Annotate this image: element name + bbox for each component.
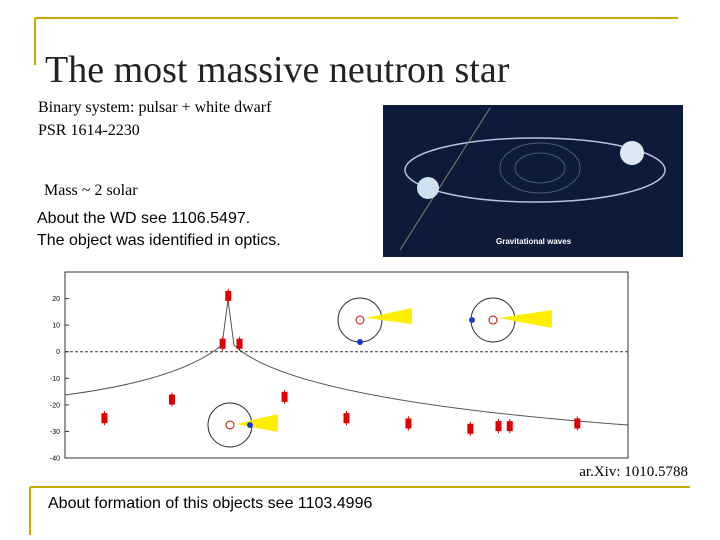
inset-pulsar <box>225 420 235 430</box>
inset-wd <box>247 422 253 428</box>
inset-wd <box>357 339 363 345</box>
data-point <box>168 394 175 405</box>
y-tick-label: -30 <box>50 429 60 436</box>
illustration-label: Gravitational waves <box>496 237 572 246</box>
data-point <box>405 418 412 429</box>
y-tick-label: 0 <box>56 349 60 356</box>
title: The most massive neutron star <box>45 49 510 91</box>
data-point <box>219 338 226 349</box>
wave <box>514 152 566 184</box>
inset-beam <box>236 414 278 432</box>
wave <box>499 142 581 194</box>
text-line: PSR 1614-2230 <box>38 122 140 139</box>
data-point <box>236 338 243 349</box>
data-point <box>225 290 232 301</box>
data-point <box>101 413 108 424</box>
illustration: Gravitational waves <box>383 105 683 257</box>
inset-pulsar <box>488 315 498 325</box>
note: The object was identified in optics. <box>37 232 281 249</box>
orbit-inset <box>207 297 552 448</box>
y-tick-label: -10 <box>50 376 60 383</box>
y-tick-label: -40 <box>50 456 60 463</box>
y-tick-label: -20 <box>50 402 60 409</box>
star <box>417 177 439 199</box>
inset-pulsar <box>355 315 365 325</box>
orbit <box>404 137 666 203</box>
inset-wd <box>469 317 475 323</box>
plot: 20 10 0 -10 -20 -30 -40 <box>50 271 629 463</box>
data-point <box>343 413 350 424</box>
note: About the WD see 1106.5497. <box>37 210 250 227</box>
footer: About formation of this objects see 1103… <box>48 495 372 512</box>
caption: ar.Xiv: 1010.5788 <box>579 464 688 480</box>
data-point <box>467 423 474 434</box>
data-point <box>495 421 502 432</box>
star <box>620 141 644 165</box>
plot-frame <box>64 271 629 459</box>
text-line: Binary system: pulsar + white dwarf <box>38 99 272 116</box>
beam <box>399 107 491 251</box>
text-line: Mass ~ 2 solar <box>44 182 138 199</box>
inset-orbit <box>337 297 383 343</box>
inset-beam <box>499 310 552 328</box>
inset-orbit <box>470 297 516 343</box>
data-point <box>506 421 513 432</box>
y-tick-label: 20 <box>52 296 60 303</box>
data-point <box>574 418 581 429</box>
y-tick-label: 10 <box>52 323 60 330</box>
data-point <box>281 391 288 402</box>
model-curve <box>64 299 629 426</box>
inset-beam <box>366 308 412 324</box>
